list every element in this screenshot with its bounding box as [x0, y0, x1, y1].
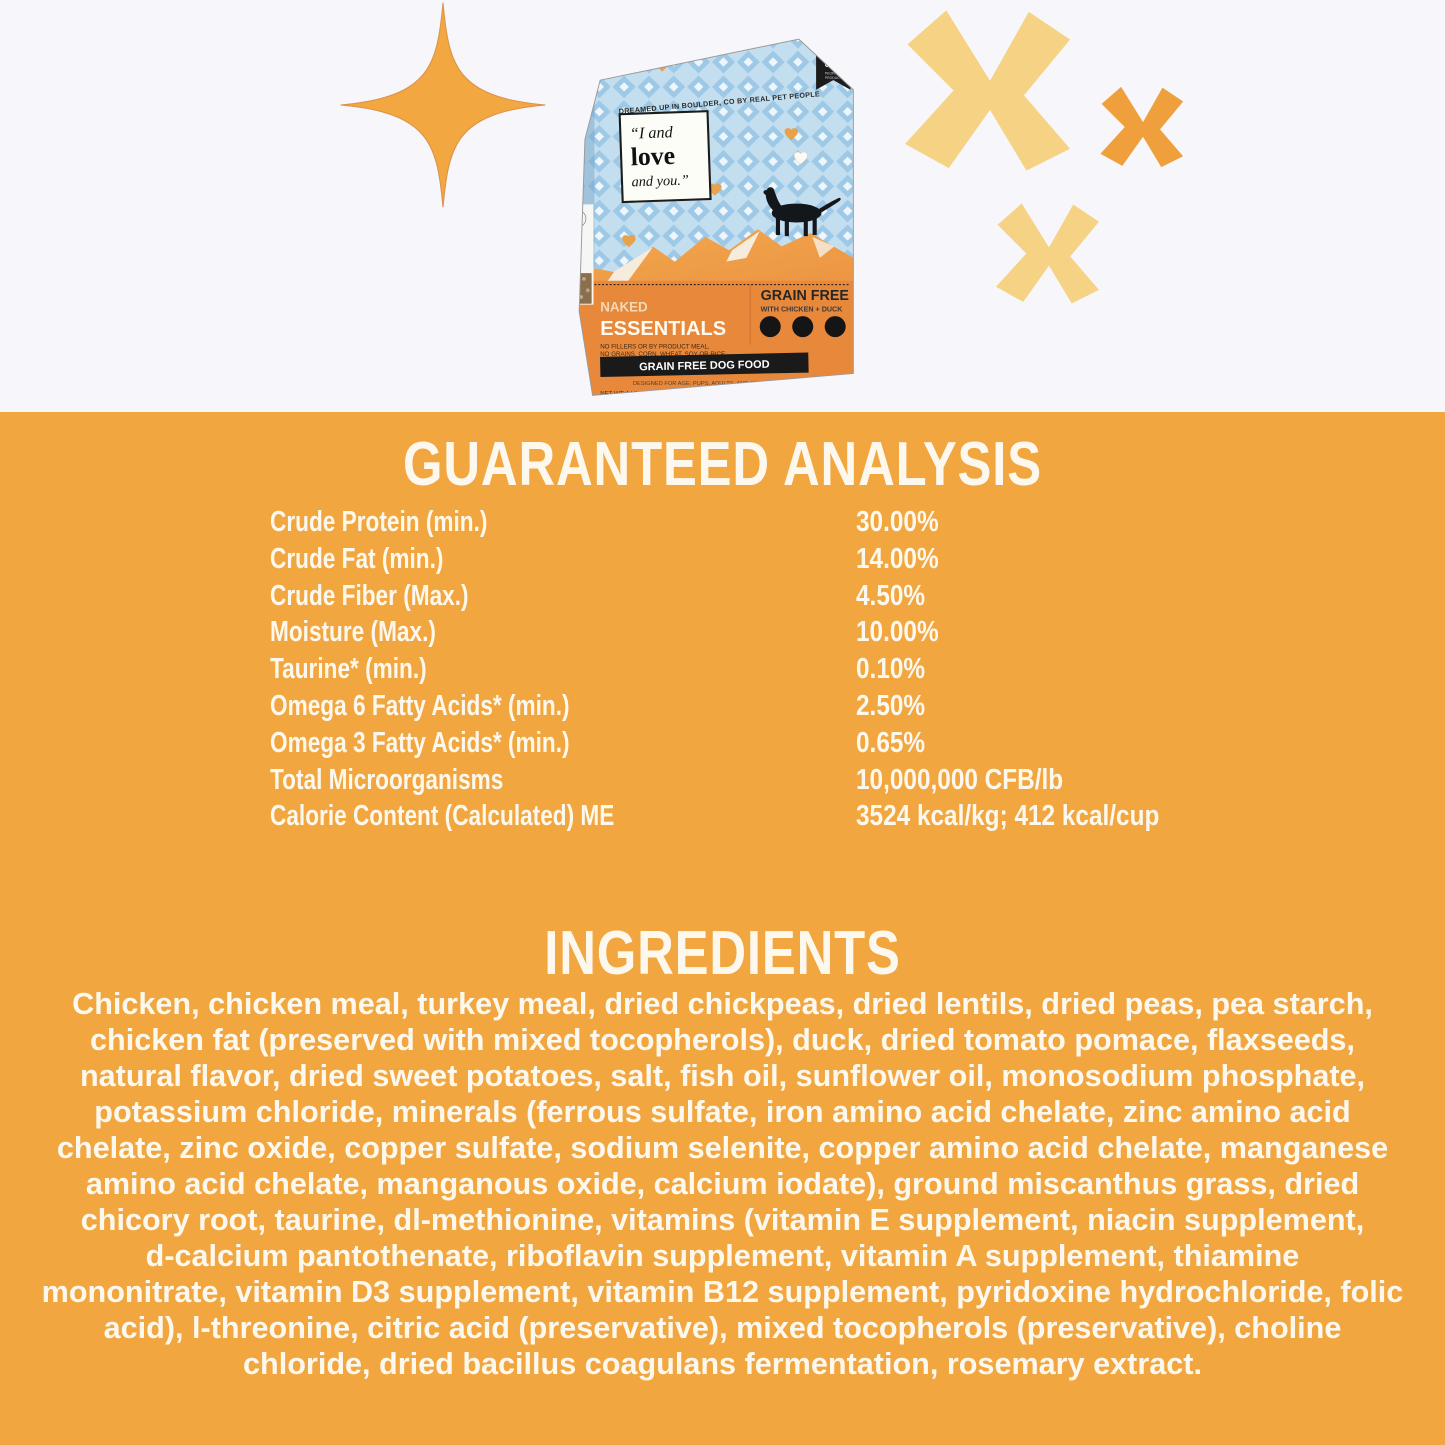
svg-text:NON: NON [825, 51, 841, 59]
svg-text:NO FILLERS OR BY PRODUCT MEAL,: NO FILLERS OR BY PRODUCT MEAL, [600, 344, 710, 351]
svg-text:NAKED: NAKED [600, 299, 648, 314]
svg-text:love: love [630, 141, 675, 172]
svg-text:ESSENTIALS: ESSENTIALS [600, 318, 726, 340]
svg-text:WITH CHICKEN + DUCK: WITH CHICKEN + DUCK [761, 305, 844, 313]
svg-text:GRAIN FREE: GRAIN FREE [761, 288, 849, 304]
svg-text:GMO: GMO [825, 61, 843, 69]
svg-text:and you.”: and you.” [631, 172, 689, 190]
svg-text:“I and: “I and [630, 123, 674, 143]
